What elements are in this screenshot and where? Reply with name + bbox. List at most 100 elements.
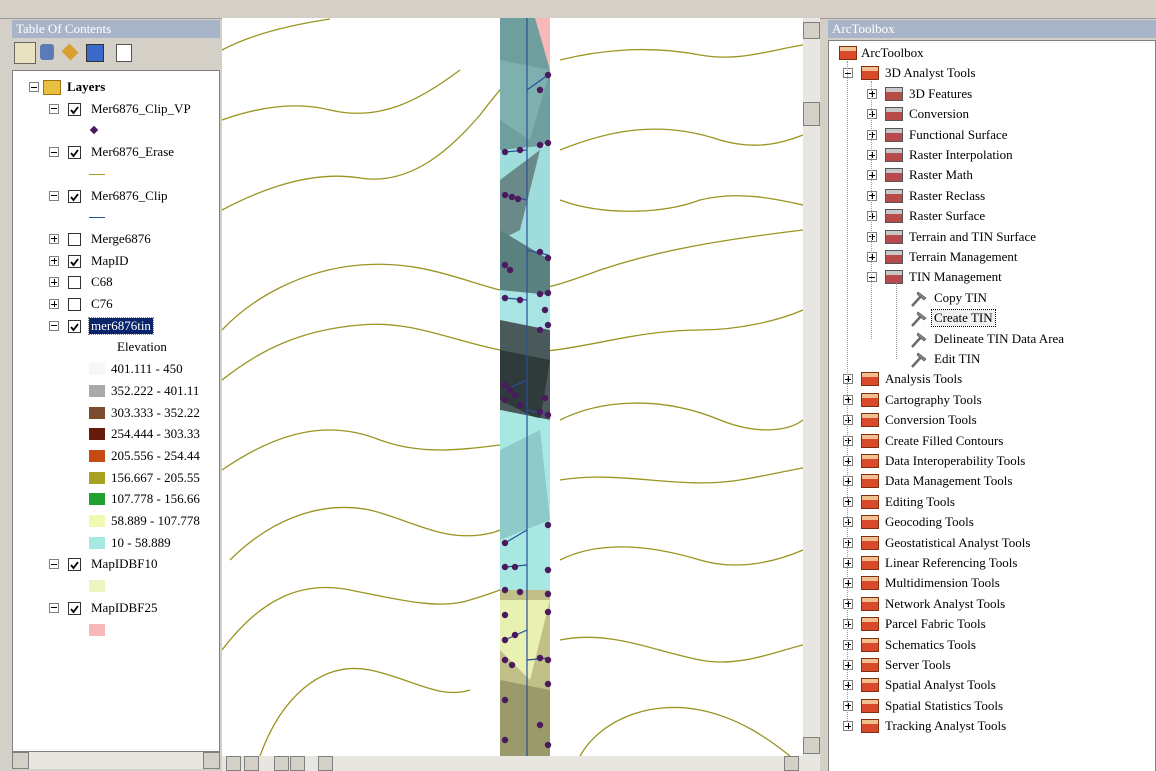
scroll-up[interactable]	[803, 22, 820, 39]
expander[interactable]	[843, 660, 853, 670]
toolset-item[interactable]: Raster Interpolation	[909, 147, 1013, 162]
pause[interactable]	[290, 756, 305, 771]
expander[interactable]	[843, 598, 853, 609]
expander[interactable]	[843, 517, 853, 528]
layer-name[interactable]: Mer6876_Erase	[91, 144, 175, 160]
options[interactable]	[116, 44, 132, 62]
scroll-left[interactable]	[12, 752, 29, 769]
toolset-item[interactable]: Conversion	[909, 106, 969, 122]
toolbox-item[interactable]: Cartography Tools	[885, 391, 982, 407]
map-vscroll[interactable]	[803, 18, 820, 756]
toolset-item[interactable]: Functional Surface	[909, 126, 1008, 142]
expander[interactable]	[843, 394, 853, 405]
expander[interactable]	[49, 559, 59, 570]
toolbox-item[interactable]: Geocoding Tools	[885, 514, 974, 530]
expander[interactable]	[843, 639, 853, 650]
scroll-thumb[interactable]	[803, 102, 820, 126]
layer-checkbox[interactable]	[68, 232, 81, 246]
layer-name[interactable]: MapIDBF10	[91, 556, 158, 572]
expander[interactable]	[843, 456, 853, 466]
scroll-left[interactable]	[318, 756, 333, 771]
expander[interactable]	[843, 680, 853, 691]
expander[interactable]	[843, 476, 853, 487]
tool-item[interactable]: Copy TIN	[934, 289, 987, 305]
expander[interactable]	[843, 435, 853, 446]
toolset-item[interactable]: Terrain Management	[909, 249, 1018, 264]
expander[interactable]	[843, 415, 853, 426]
layer-checkbox[interactable]	[68, 146, 81, 160]
expander[interactable]	[867, 231, 877, 242]
expander[interactable]	[843, 578, 853, 589]
scroll-down[interactable]	[803, 737, 820, 754]
list-by-drawing-order[interactable]	[14, 42, 36, 64]
toolbox-item[interactable]: Network Analyst Tools	[885, 595, 1006, 611]
expander[interactable]	[49, 299, 59, 309]
layer-name[interactable]: mer6876tin	[88, 316, 154, 335]
layer-name[interactable]: Mer6876_Clip	[91, 187, 168, 203]
expander[interactable]	[843, 721, 853, 732]
expander[interactable]	[49, 233, 59, 244]
toolset-item[interactable]: Raster Math	[909, 167, 973, 183]
expander[interactable]	[29, 82, 39, 92]
expander[interactable]	[867, 129, 877, 140]
expander[interactable]	[867, 190, 877, 201]
expander[interactable]	[843, 374, 853, 385]
layer-checkbox[interactable]	[68, 276, 81, 290]
layer-checkbox[interactable]	[68, 319, 81, 333]
toolbox-item[interactable]: Linear Referencing Tools	[885, 555, 1018, 570]
expander[interactable]	[867, 88, 877, 99]
toolbox-item[interactable]: Schematics Tools	[885, 636, 976, 652]
expander[interactable]	[843, 68, 853, 79]
layer-checkbox[interactable]	[68, 102, 81, 116]
toolbox-item[interactable]: Spatial Analyst Tools	[885, 677, 996, 693]
layer-name[interactable]: C68	[91, 274, 113, 290]
toolbox-item[interactable]: Editing Tools	[885, 493, 955, 509]
tool-item[interactable]: Create TIN	[931, 309, 996, 328]
scroll-right[interactable]	[203, 752, 220, 769]
toolbox-item[interactable]: Spatial Statistics Tools	[885, 697, 1004, 713]
toolbox-item[interactable]: Create Filled Contours	[885, 432, 1004, 448]
toolbox-item[interactable]: Analysis Tools	[885, 371, 963, 387]
layer-name[interactable]: C76	[91, 296, 113, 311]
toolset-item[interactable]: TIN Management	[909, 269, 1002, 285]
expander[interactable]	[49, 320, 59, 331]
layer-checkbox[interactable]	[68, 189, 81, 203]
list-by-selection[interactable]	[86, 44, 104, 62]
scroll-right[interactable]	[784, 756, 799, 771]
expander[interactable]	[867, 150, 877, 160]
toolset-item[interactable]: 3D Features	[909, 85, 973, 101]
layer-name[interactable]: Merge6876	[91, 230, 151, 246]
layer-name[interactable]: MapIDBF25	[91, 599, 158, 615]
expander[interactable]	[867, 211, 877, 222]
toolbox-item[interactable]: Geostatistical Analyst Tools	[885, 534, 1031, 550]
expander[interactable]	[867, 170, 877, 181]
toolbox-item[interactable]: 3D Analyst Tools	[885, 65, 976, 81]
expander[interactable]	[843, 537, 853, 548]
toolbox-item[interactable]: Tracking Analyst Tools	[885, 718, 1007, 734]
layer-checkbox[interactable]	[68, 601, 81, 615]
refresh[interactable]	[274, 756, 289, 771]
expander[interactable]	[49, 103, 59, 114]
expander[interactable]	[49, 255, 59, 266]
data-view[interactable]	[226, 756, 241, 771]
expander[interactable]	[843, 496, 853, 507]
expander[interactable]	[843, 700, 853, 711]
expander[interactable]	[49, 277, 59, 288]
toolbox-item[interactable]: Data Management Tools	[885, 473, 1013, 489]
toolset-item[interactable]: Raster Surface	[909, 208, 986, 224]
tool-item[interactable]: Edit TIN	[934, 351, 981, 366]
toolbox-item[interactable]: Server Tools	[885, 657, 951, 672]
expander[interactable]	[867, 272, 877, 283]
toolbox-item[interactable]: Parcel Fabric Tools	[885, 616, 986, 632]
layer-checkbox[interactable]	[68, 298, 81, 311]
toolset-item[interactable]: Raster Reclass	[909, 187, 986, 203]
expander[interactable]	[843, 558, 853, 568]
toolbox-item[interactable]: Data Interoperability Tools	[885, 453, 1026, 468]
list-by-source[interactable]	[40, 44, 54, 60]
tool-item[interactable]: Delineate TIN Data Area	[934, 330, 1065, 346]
expander[interactable]	[49, 147, 59, 158]
layout-view[interactable]	[244, 756, 259, 771]
layer-name[interactable]: Mer6876_Clip_VP	[91, 100, 191, 116]
toolbox-item[interactable]: Multidimension Tools	[885, 575, 1000, 591]
expander[interactable]	[843, 619, 853, 630]
